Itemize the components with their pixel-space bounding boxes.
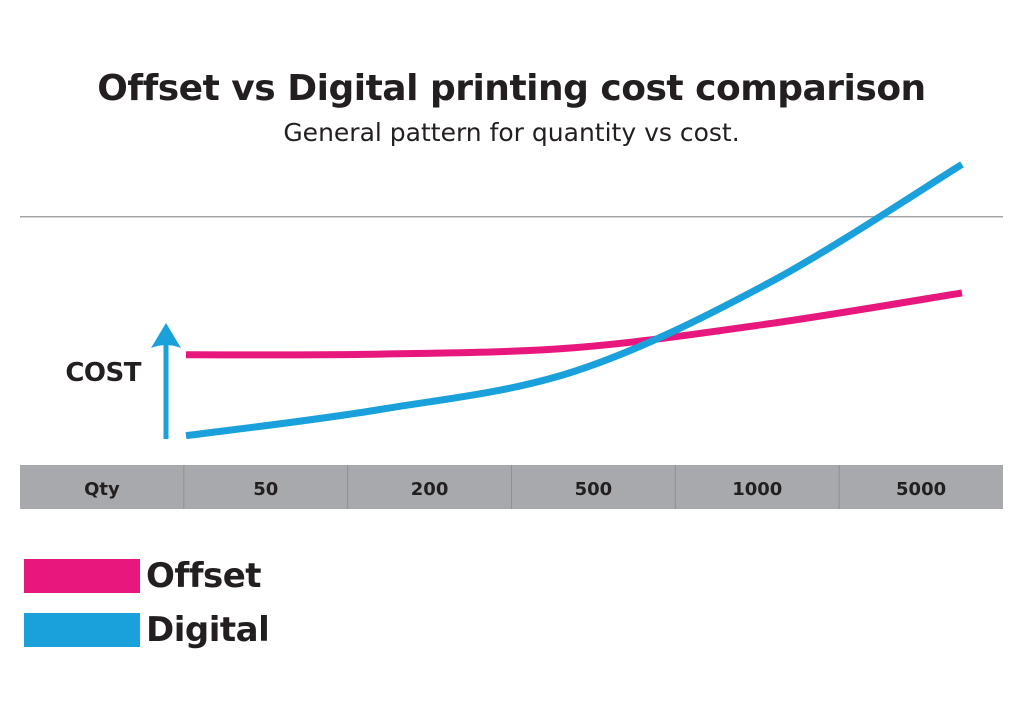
series-line-offset [185, 289, 963, 359]
legend-swatch-offset [24, 559, 140, 593]
legend: Offset Digital [24, 549, 270, 657]
chart-title: Offset vs Digital printing cost comparis… [97, 68, 926, 109]
series-line-digital [185, 161, 964, 440]
x-axis-header: Qty [84, 479, 120, 500]
x-tick-label: 5000 [896, 479, 946, 500]
legend-label-offset: Offset [146, 556, 262, 596]
x-tick-label: 50 [253, 479, 278, 500]
legend-swatch-digital [24, 613, 140, 647]
x-tick-label: 1000 [732, 479, 782, 500]
x-tick-label: 200 [411, 479, 449, 500]
y-axis-label: COST [65, 358, 141, 388]
chart-subtitle: General pattern for quantity vs cost. [283, 118, 740, 147]
cost-arrow-head [151, 323, 181, 348]
legend-item-offset: Offset [24, 549, 269, 603]
x-tick-label: 500 [575, 479, 613, 500]
legend-item-digital: Digital [24, 603, 270, 657]
legend-label-digital: Digital [146, 610, 270, 650]
